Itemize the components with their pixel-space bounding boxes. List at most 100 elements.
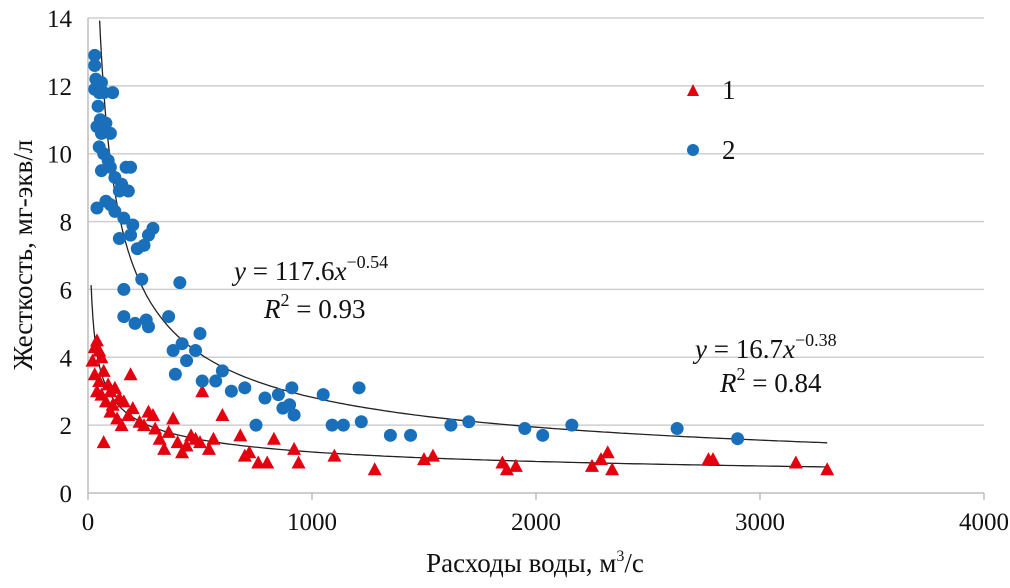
data-point-series-2 [117, 282, 131, 296]
svg-text:y = 16.7x−0.38: y = 16.7x−0.38 [692, 330, 837, 364]
data-point-series-1 [116, 394, 131, 408]
y-tick-label: 6 [60, 277, 73, 304]
data-point-series-2 [124, 160, 138, 174]
data-point-series-1 [251, 455, 266, 469]
data-point-series-1 [260, 455, 275, 469]
data-point-series-2 [88, 59, 102, 72]
data-point-series-1 [103, 404, 118, 418]
data-point-series-1 [170, 435, 185, 449]
data-point-series-2 [195, 374, 209, 388]
y-tick-label: 12 [47, 74, 72, 101]
data-point-series-2 [117, 211, 131, 225]
data-point-series-2 [518, 422, 532, 436]
data-point-series-2 [258, 391, 272, 405]
y-tick-label: 0 [60, 481, 73, 508]
data-point-series-1 [291, 455, 306, 469]
x-axis-label: Расходы воды, м3/с [426, 548, 644, 578]
data-point-series-1 [266, 431, 281, 445]
data-point-series-1 [179, 438, 194, 452]
data-point-series-2 [124, 228, 138, 242]
data-point-series-2 [106, 86, 120, 100]
data-point-series-2 [731, 432, 745, 446]
data-point-series-1 [367, 462, 382, 476]
y-tick-label: 4 [60, 345, 73, 372]
data-point-series-2 [189, 344, 203, 357]
data-point-series-2 [404, 428, 418, 442]
data-point-series-1 [85, 353, 100, 367]
svg-text:R2 = 0.93: R2 = 0.93 [263, 290, 365, 324]
data-point-series-2 [166, 344, 180, 357]
data-point-series-1 [201, 441, 216, 455]
data-point-series-1 [417, 452, 431, 466]
data-point-series-1 [157, 441, 172, 455]
data-point-series-1 [145, 407, 160, 421]
data-point-series-2 [90, 201, 104, 215]
data-point-series-2 [336, 418, 350, 432]
data-point-series-1 [508, 458, 523, 472]
data-point-series-2 [112, 184, 126, 198]
legend-item-2: 2 [687, 135, 736, 165]
data-point-series-1 [175, 445, 190, 459]
x-tick-label: 2000 [511, 509, 561, 536]
data-point-series-2 [249, 418, 263, 432]
data-point-series-2 [126, 218, 140, 232]
data-point-series-2 [209, 374, 223, 388]
svg-text:1: 1 [722, 75, 736, 105]
data-point-series-1 [161, 424, 176, 438]
data-point-series-1 [137, 418, 151, 432]
data-point-series-2 [121, 184, 135, 198]
y-tick-label: 14 [47, 6, 73, 33]
data-point-series-2 [238, 381, 252, 395]
legend: 1 2 [687, 75, 736, 165]
data-point-series-1 [206, 431, 221, 445]
data-point-series-2 [175, 337, 189, 351]
data-point-series-2 [325, 418, 339, 432]
data-point-series-2 [193, 327, 207, 341]
data-point-series-2 [352, 381, 366, 395]
data-point-series-1 [107, 380, 122, 394]
data-point-series-2 [146, 221, 160, 235]
data-point-series-1 [148, 421, 163, 435]
x-tick-label: 1000 [287, 509, 337, 536]
data-point-series-2 [103, 126, 117, 140]
y-tick-label: 2 [60, 413, 73, 440]
data-point-series-2 [94, 126, 108, 140]
data-point-series-1 [89, 333, 104, 347]
data-point-series-1 [605, 462, 620, 476]
data-point-series-2 [565, 418, 579, 432]
data-point-series-2 [444, 418, 458, 432]
trend-line-series-2 [98, 20, 828, 444]
data-point-series-2 [271, 388, 285, 402]
data-point-series-2 [283, 398, 297, 412]
data-point-series-2 [670, 422, 684, 436]
svg-text:y = 117.6x−0.54: y = 117.6x−0.54 [231, 252, 388, 286]
data-point-series-2 [287, 408, 301, 422]
legend-item-1: 1 [687, 75, 736, 105]
data-point-series-2 [285, 381, 299, 395]
data-point-series-1 [705, 452, 720, 466]
data-point-series-2 [108, 204, 122, 218]
data-point-series-2 [316, 388, 330, 402]
data-point-series-2 [168, 367, 182, 381]
svg-text:R2 = 0.84: R2 = 0.84 [719, 364, 822, 398]
x-tick-label: 0 [82, 509, 95, 536]
data-point-series-1 [114, 418, 129, 432]
data-point-series-1 [92, 374, 107, 388]
data-point-series-2 [536, 428, 550, 442]
data-point-series-2 [224, 384, 238, 398]
x-tick-labels: 0 1000 2000 3000 4000 [82, 509, 1009, 536]
trend-annotation-series-1: y = 16.7x−0.38 R2 = 0.84 [692, 330, 837, 398]
data-point-series-1 [166, 411, 181, 425]
data-point-series-1 [425, 448, 440, 462]
data-point-series-2 [103, 160, 117, 174]
svg-text:2: 2 [722, 135, 736, 165]
data-point-series-1 [96, 363, 111, 377]
data-point-series-1 [94, 350, 109, 364]
data-point-series-1 [123, 367, 138, 381]
data-point-series-2 [173, 276, 187, 290]
data-point-series-1 [195, 384, 210, 398]
data-point-series-2 [141, 320, 155, 334]
data-point-series-1 [788, 455, 803, 469]
grid [87, 17, 985, 500]
